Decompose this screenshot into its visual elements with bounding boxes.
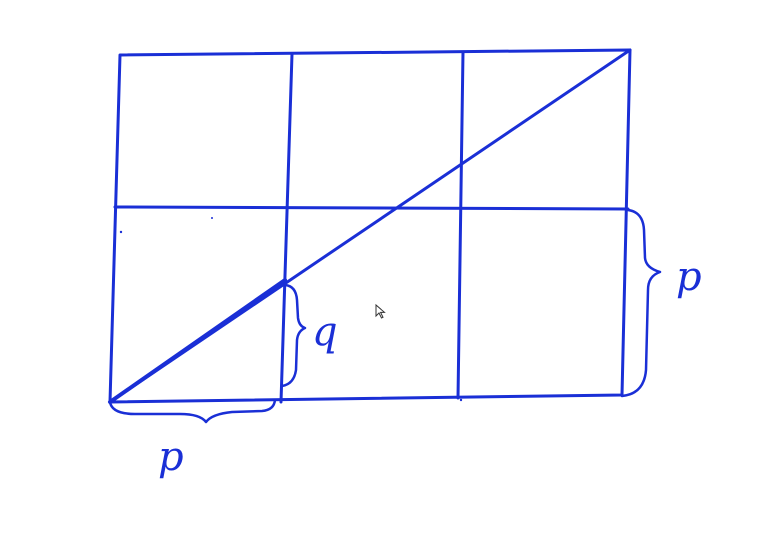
horizontal-line [113,205,630,211]
right-brace [620,208,662,398]
mouse-pointer-icon [375,303,386,319]
label-right-p: p [676,254,702,300]
vertical-line-1 [279,52,294,404]
label-bottom-p: p [158,434,184,480]
ink-dot [119,230,123,234]
ink-dot [459,398,463,402]
vertical-line-2 [456,50,465,400]
label-q: q [312,309,338,355]
inner-brace [280,283,307,388]
ink-dot [211,217,213,219]
diagonal-thick-segment [108,278,287,404]
bottom-brace [108,398,277,424]
